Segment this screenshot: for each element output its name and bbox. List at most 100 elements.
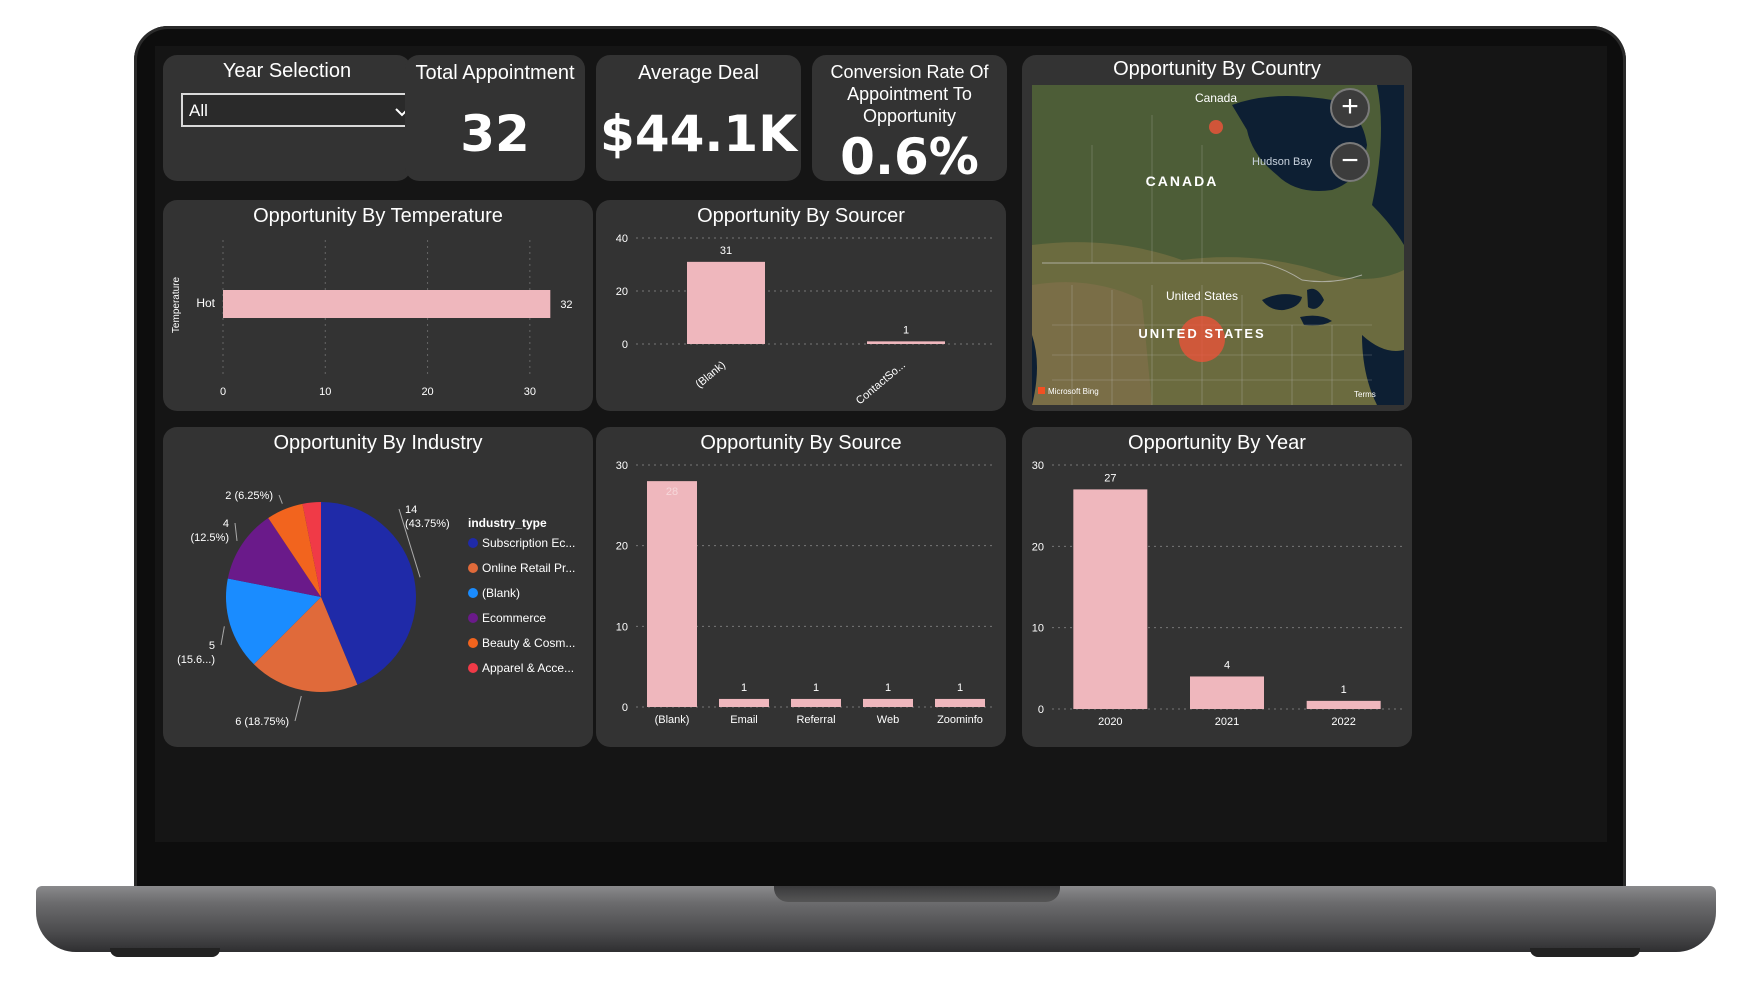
bar — [719, 698, 769, 707]
bar — [1306, 700, 1381, 709]
legend-item: Online Retail Pr... — [482, 561, 575, 575]
source-chart: 0 10 20 30 28 (Blank) 1 Email 1 Referral 1 Web 1 Zoom… — [616, 460, 996, 726]
pie-slice — [227, 518, 321, 597]
legend-item: Apparel & Acce... — [482, 661, 574, 675]
industry-chart-title: Opportunity By Industry — [273, 432, 483, 454]
bar — [647, 481, 697, 707]
year-chart-title: Opportunity By Year — [1128, 432, 1306, 454]
pie-data-label: 5 — [209, 640, 215, 652]
x-tick-label: 2020 — [1098, 716, 1122, 728]
x-tick-label: 0 — [220, 386, 226, 398]
legend-marker — [468, 563, 478, 573]
laptop-base — [36, 886, 1716, 952]
sourcer-chart-title: Opportunity By Sourcer — [697, 205, 905, 227]
laptop-notch — [774, 886, 1060, 902]
data-label: 27 — [1104, 472, 1116, 484]
pie-data-label: 6 (18.75%) — [235, 716, 289, 728]
pie-data-label: 2 (6.25%) — [225, 490, 273, 502]
bar — [791, 698, 841, 707]
temperature-chart: 0 10 20 30 Temperature Hot 32 — [171, 240, 573, 398]
map-brand: Microsoft Bing — [1048, 387, 1099, 396]
conversion-rate-card: Conversion Rate Of Appointment To Opport… — [812, 55, 1007, 181]
industry-chart-card: Opportunity By Industry 14 (43.75%) 6 (18.… — [163, 427, 593, 747]
x-tick-label: (Blank) — [694, 359, 728, 391]
conversion-rate-title: Conversion Rate Of Appointment To Opport… — [830, 62, 989, 126]
x-tick-label: Referral — [796, 714, 835, 726]
year-selection-title: Year Selection — [222, 60, 352, 82]
x-tick-label: Email — [730, 714, 758, 726]
bar — [1073, 489, 1148, 709]
bar — [1190, 676, 1264, 709]
y-tick-label: 10 — [1032, 623, 1044, 635]
year-chart-card: Opportunity By Year 0 10 20 30 27 2020 4 2021 1 2… — [1022, 427, 1412, 747]
map-label-hudson-bay: Hudson Bay — [1252, 156, 1312, 168]
laptop-foot-right — [1530, 948, 1640, 957]
data-label: 1 — [903, 324, 909, 336]
legend-marker — [468, 538, 478, 548]
map-terms[interactable]: Terms — [1354, 390, 1376, 399]
zoom-out-button[interactable]: − — [1330, 142, 1370, 182]
pie-slice — [226, 578, 321, 665]
data-label: 28 — [666, 486, 678, 498]
pie-leader-line — [278, 494, 283, 504]
pie-data-label: 14 — [405, 504, 417, 516]
pie-slice — [253, 597, 358, 692]
map-title: Opportunity By Country — [1113, 58, 1321, 80]
legend-item: Subscription Ec... — [482, 536, 575, 550]
x-tick-label: 2021 — [1215, 716, 1239, 728]
y-tick-label: 0 — [622, 702, 628, 714]
bar — [223, 290, 551, 318]
laptop-foot-left — [110, 948, 220, 957]
industry-chart: 14 (43.75%) 6 (18.75%) 5 (15.6...) 4 (12.5%) 2 … — [177, 490, 575, 728]
pie-slice — [268, 503, 321, 597]
map-card: Opportunity By Country — [1022, 55, 1412, 411]
pie-leader-line — [234, 522, 238, 541]
y-tick-label: 40 — [616, 233, 628, 245]
y-tick-label: 30 — [1032, 460, 1044, 472]
year-chart: 0 10 20 30 27 2020 4 2021 1 2022 — [1032, 460, 1402, 728]
pie-slice — [302, 502, 321, 597]
y-tick-label: 0 — [622, 339, 628, 351]
total-appointment-value: 32 — [460, 105, 530, 163]
y-tick-label: 30 — [616, 460, 628, 472]
x-tick-label: Web — [877, 714, 899, 726]
pie-leader-line — [398, 508, 421, 578]
bar — [867, 341, 945, 344]
legend-item: (Blank) — [482, 586, 520, 600]
legend-marker — [468, 663, 478, 673]
bubble-canada[interactable] — [1209, 120, 1223, 134]
map-view[interactable]: Canada CANADA Hudson Bay United States U… — [1032, 85, 1404, 405]
year-selection-card: Year Selection All — [163, 55, 411, 181]
y-axis-title: Temperature — [171, 276, 182, 333]
data-label: 1 — [741, 682, 747, 694]
x-tick-label: 20 — [421, 386, 433, 398]
map-label-us-large: UNITED STATES — [1138, 326, 1265, 341]
legend-title: industry_type — [468, 516, 547, 530]
x-tick-label: ContactSo... — [854, 359, 908, 407]
zoom-in-button[interactable]: + — [1330, 88, 1370, 128]
source-chart-card: Opportunity By Source 0 10 20 30 28 (Blank) 1 E… — [596, 427, 1006, 747]
average-deal-title: Average Deal — [638, 62, 759, 84]
year-dropdown[interactable]: All — [181, 93, 411, 127]
y-tick-label: 20 — [1032, 541, 1044, 553]
average-deal-value: $44.1K — [600, 105, 797, 163]
y-tick-label: 20 — [616, 541, 628, 553]
total-appointment-card: Total Appointment 32 — [405, 55, 585, 181]
total-appointment-title: Total Appointment — [415, 62, 575, 84]
average-deal-card: Average Deal $44.1K — [596, 55, 801, 181]
x-tick-label: (Blank) — [655, 714, 690, 726]
conversion-rate-value: 0.6% — [840, 128, 979, 181]
data-label: 31 — [720, 245, 732, 257]
bubble-united-states[interactable] — [1179, 316, 1225, 362]
microsoft-logo-icon — [1038, 387, 1045, 394]
legend-item: Beauty & Cosm... — [482, 636, 575, 650]
bar — [863, 698, 913, 707]
dashboard-screen: Year Selection All Total Appointment 32 … — [155, 46, 1607, 842]
sourcer-chart-card: Opportunity By Sourcer 0 20 40 31 (Blank) 1 Co… — [596, 200, 1006, 411]
legend-marker — [468, 613, 478, 623]
y-tick-label: 20 — [616, 286, 628, 298]
bar — [687, 261, 765, 344]
data-label: 1 — [1341, 684, 1347, 696]
legend-marker — [468, 638, 478, 648]
data-label: 32 — [560, 299, 572, 311]
